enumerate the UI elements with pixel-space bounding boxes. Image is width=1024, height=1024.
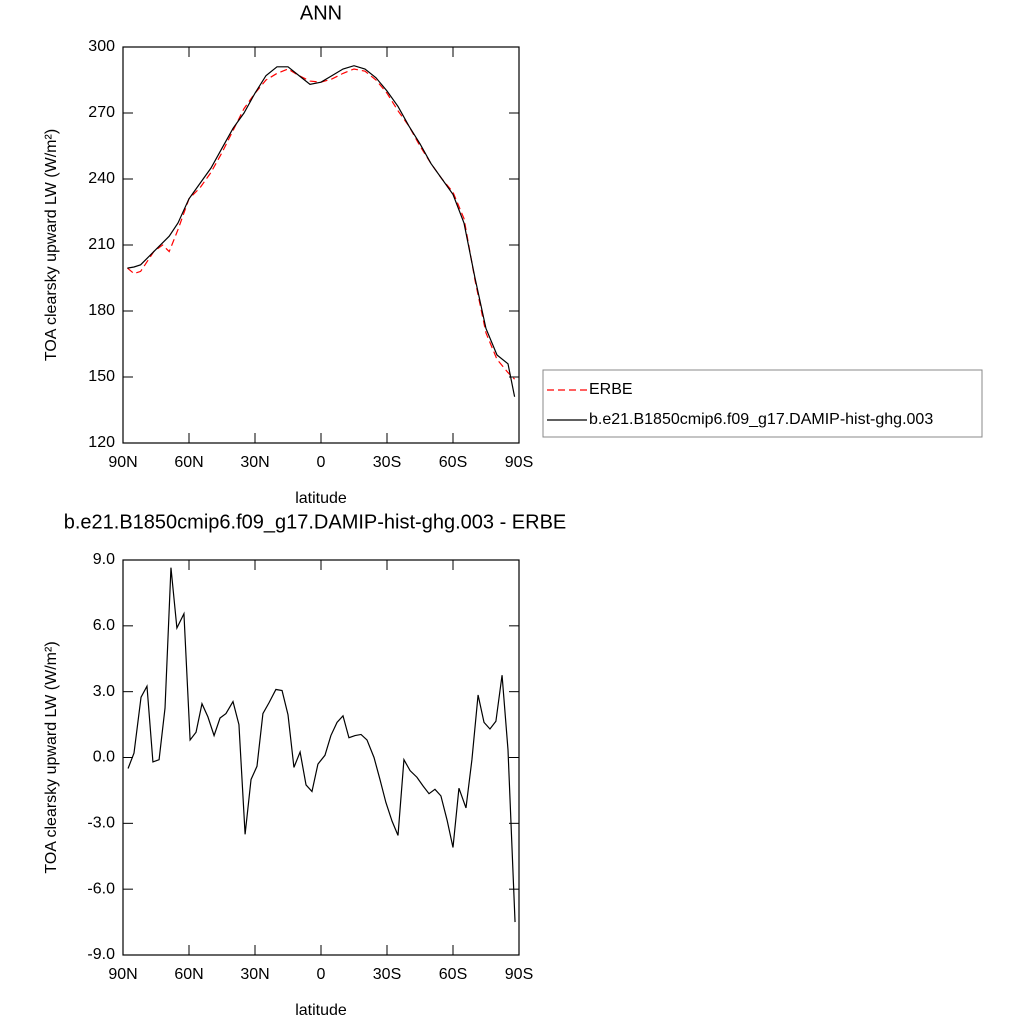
chart-title: b.e21.B1850cmip6.f09_g17.DAMIP-hist-ghg.… (64, 511, 567, 533)
x-tick-label: 90S (505, 966, 533, 983)
data-line (127, 567, 516, 923)
x-tick-label: 30N (240, 454, 269, 471)
plot-frame (122, 46, 520, 444)
y-tick-label: 9.0 (93, 551, 115, 568)
x-tick-label: 0 (317, 454, 326, 471)
x-tick-label: 60N (174, 966, 203, 983)
y-tick-label: 240 (88, 170, 115, 187)
y-tick-label: 210 (88, 236, 115, 253)
x-tick-label: 0 (317, 966, 326, 983)
data-line (127, 65, 516, 397)
y-tick-label: 300 (88, 38, 115, 55)
data-line (127, 68, 516, 380)
x-tick-label: 90N (108, 454, 137, 471)
y-tick-label: 0.0 (93, 749, 115, 766)
x-tick-label: 30S (373, 454, 401, 471)
y-tick-label: 6.0 (93, 617, 115, 634)
legend-label: b.e21.B1850cmip6.f09_g17.DAMIP-hist-ghg.… (589, 411, 933, 428)
y-tick-label: 180 (88, 302, 115, 319)
x-tick-label: 60S (439, 454, 467, 471)
x-tick-label: 60S (439, 966, 467, 983)
y-tick-label: 120 (88, 434, 115, 451)
x-tick-label: 30N (240, 966, 269, 983)
plot-frame (122, 559, 520, 956)
x-tick-label: 90S (505, 454, 533, 471)
y-tick-label: 150 (88, 368, 115, 385)
y-tick-label: 270 (88, 104, 115, 121)
y-tick-label: -3.0 (87, 815, 115, 832)
x-axis-title: latitude (295, 1002, 347, 1019)
y-tick-label: -9.0 (87, 946, 115, 963)
x-axis-title: latitude (295, 490, 347, 507)
x-tick-label: 60N (174, 454, 203, 471)
chart-title: ANN (300, 2, 342, 24)
legend-label: ERBE (589, 381, 633, 398)
y-tick-label: 3.0 (93, 683, 115, 700)
y-axis-title: TOA clearsky upward LW (W/m²) (43, 129, 60, 361)
x-tick-label: 30S (373, 966, 401, 983)
x-tick-label: 90N (108, 966, 137, 983)
y-axis-title: TOA clearsky upward LW (W/m²) (43, 641, 60, 873)
legend: ERBE b.e21.B1850cmip6.f09_g17.DAMIP-hist-… (542, 369, 983, 438)
legend-box (542, 369, 983, 438)
y-tick-label: -6.0 (87, 880, 115, 897)
